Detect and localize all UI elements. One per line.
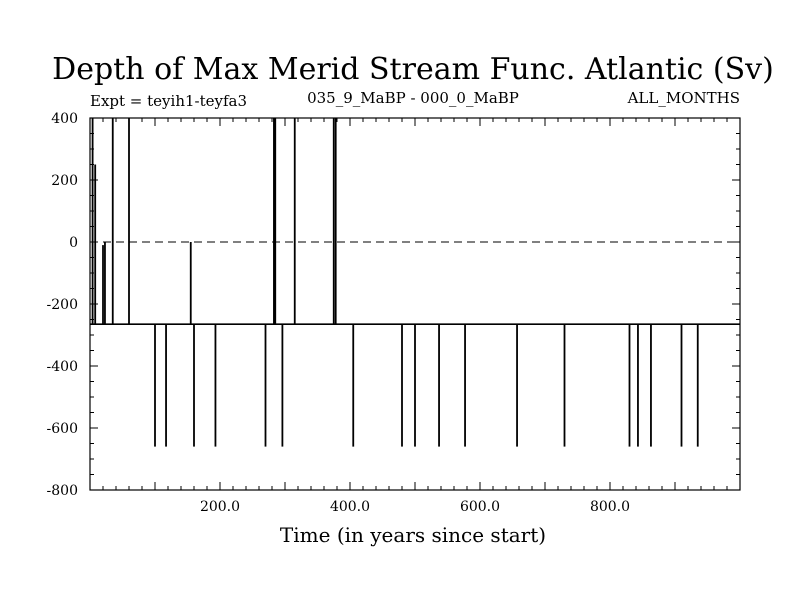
y-tick-label: -200	[47, 297, 78, 313]
y-tick-label: -400	[47, 359, 78, 375]
y-tick-label: 0	[69, 235, 78, 251]
y-tick-label: 400	[51, 111, 78, 127]
y-tick-label: -600	[47, 421, 78, 437]
x-tick-label: 200.0	[200, 499, 240, 515]
x-axis-label: Time (in years since start)	[280, 523, 546, 547]
y-tick-label: 200	[51, 173, 78, 189]
x-tick-label: 800.0	[590, 499, 630, 515]
y-tick-label: -800	[47, 483, 78, 499]
chart-title: Depth of Max Merid Stream Func. Atlantic…	[52, 52, 774, 87]
subtitle-months: ALL_MONTHS	[627, 89, 740, 107]
plot-frame	[89, 117, 741, 491]
x-tick-label: 400.0	[330, 499, 370, 515]
x-tick-label: 600.0	[460, 499, 500, 515]
subtitle-period: 035_9_MaBP - 000_0_MaBP	[307, 89, 519, 107]
plot-area: -800 -600 -400 -200 0 200 400 200.0 400.0 600.0 80…	[47, 111, 741, 515]
subtitle-experiment: Expt = teyih1-teyfa3	[90, 92, 247, 110]
